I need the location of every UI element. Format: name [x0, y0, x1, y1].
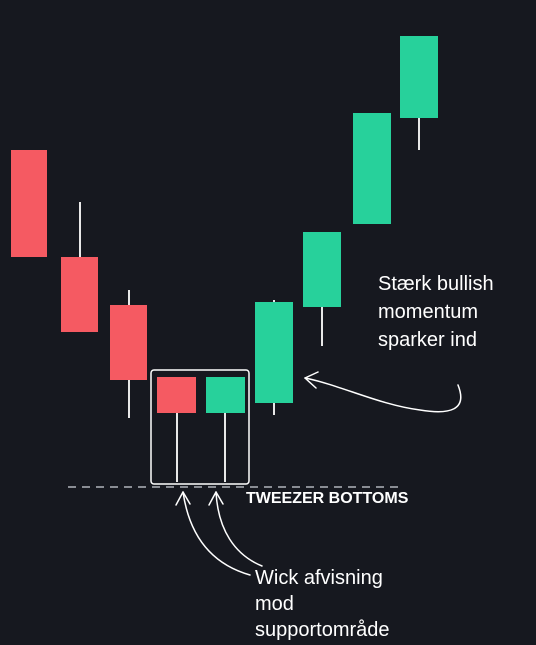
- arrow: [215, 491, 263, 567]
- bearish-candle: [157, 377, 196, 413]
- bearish-candle: [110, 305, 147, 380]
- arrowhead: [304, 371, 319, 389]
- arrowhead: [175, 491, 191, 506]
- pattern-label: TWEEZER BOTTOMS: [246, 490, 409, 507]
- arrows: [175, 371, 462, 576]
- note-line: Stærk bullish: [378, 273, 494, 295]
- bullish-candle: [400, 36, 438, 118]
- bearish-candle: [11, 150, 47, 257]
- candles: [11, 36, 438, 413]
- bearish-candle: [61, 257, 98, 332]
- bullish-candle: [303, 232, 341, 307]
- arrowhead: [208, 491, 224, 506]
- arrow: [182, 491, 251, 576]
- note-line: momentum: [378, 301, 478, 323]
- highlight-box: [150, 369, 250, 485]
- bullish-candle: [206, 377, 245, 413]
- note-line: sparker ind: [378, 329, 477, 351]
- note-line: mod: [255, 593, 294, 615]
- note-line: supportområde: [255, 619, 390, 641]
- bullish-candle: [255, 302, 293, 403]
- arrow: [304, 377, 462, 413]
- note-line: Wick afvisning: [255, 567, 383, 589]
- bullish-candle: [353, 113, 391, 224]
